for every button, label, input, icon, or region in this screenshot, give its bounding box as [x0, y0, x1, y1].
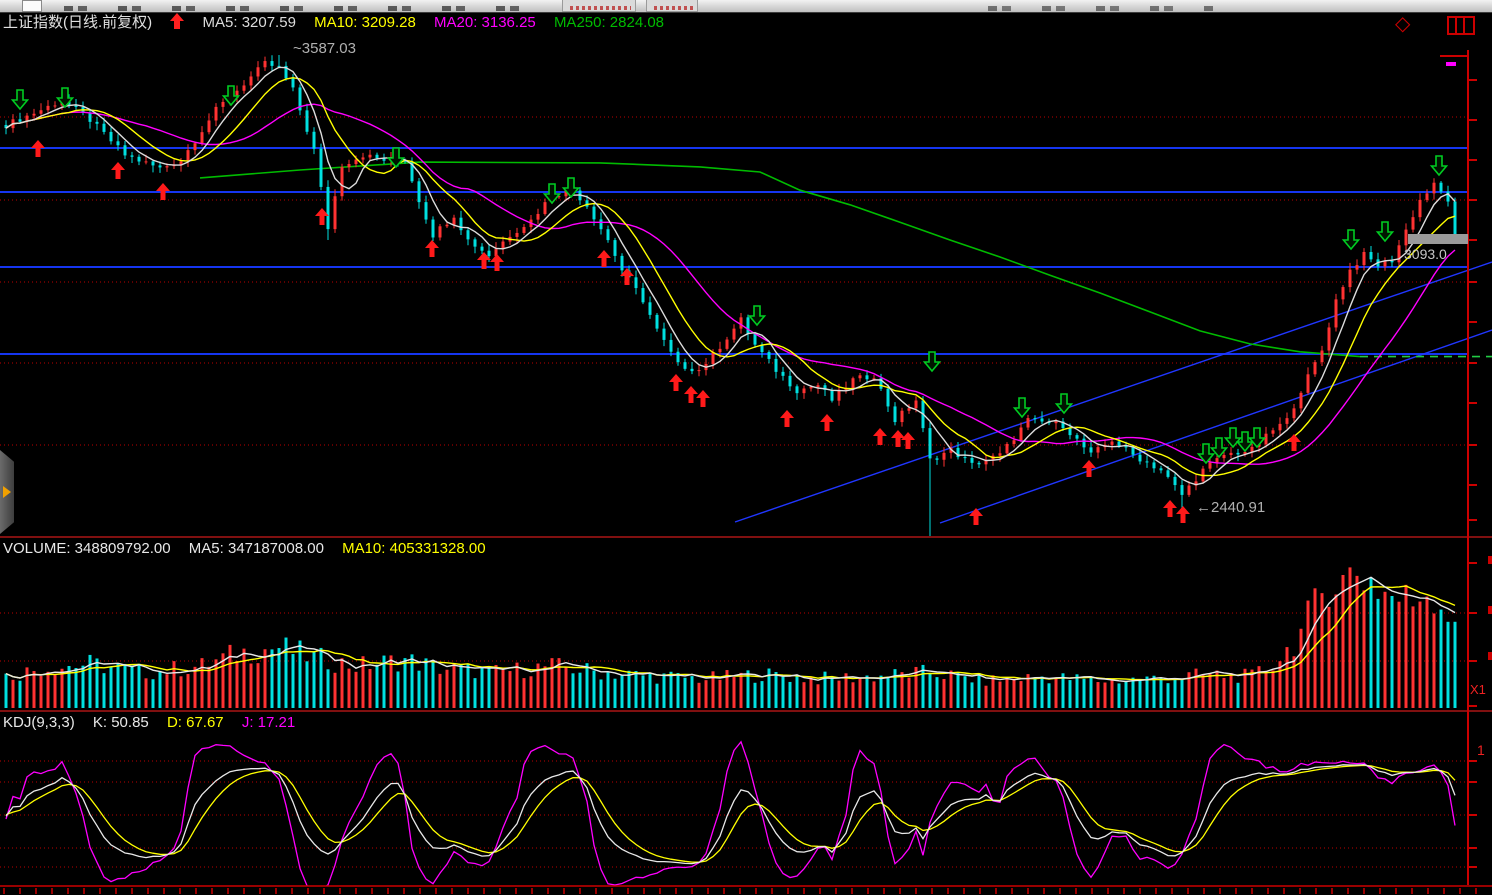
menu-bar[interactable]: [0, 0, 1492, 13]
volume-pane-header: VOLUME: 348809792.00 MA5: 347187008.00 M…: [3, 539, 500, 558]
split-window-icon[interactable]: [1447, 16, 1475, 35]
kdj-pane-header: KDJ(9,3,3) K: 50.85 D: 67.67 J: 17.21: [3, 713, 309, 732]
expand-arrow-icon: [3, 486, 11, 498]
ma10-value: MA10: 3209.28: [314, 14, 416, 31]
trend-up-arrow-icon: [170, 13, 185, 29]
menu-button-2-text: [651, 6, 693, 10]
main-pane-header: 上证指数(日线.前复权) MA5: 3207.59 MA10: 3209.28 …: [3, 13, 678, 32]
low-price-annotation: ←2440.91: [1196, 499, 1266, 516]
volume-ma10-value: MA10: 405331328.00: [342, 540, 486, 557]
last-price-marker: [1408, 234, 1468, 244]
sidebar-expand-handle[interactable]: [0, 450, 14, 534]
kdj-d-value: D: 67.67: [166, 714, 224, 731]
kdj-name: KDJ(9,3,3): [3, 714, 75, 731]
menu-items-truncated[interactable]: [64, 6, 544, 11]
highlight-dash-icon: [1446, 62, 1456, 66]
kdj-j-value: J: 17.21: [241, 714, 296, 731]
kdj-axis-label: 1: [1477, 742, 1485, 758]
menu-button-1[interactable]: [562, 0, 636, 12]
volume-axis-label: X1: [1470, 682, 1486, 697]
menu-button-1-text: [567, 6, 631, 10]
ma250-value: MA250: 2824.08: [553, 14, 665, 31]
document-icon[interactable]: [22, 0, 42, 12]
peak-price-annotation: ~3587.03: [293, 40, 356, 57]
diamond-icon[interactable]: ◇: [1395, 13, 1411, 35]
volume-value: VOLUME: 348809792.00: [3, 540, 171, 557]
symbol-title: 上证指数(日线.前复权): [3, 14, 153, 31]
ma5-value: MA5: 3207.59: [202, 14, 296, 31]
ma20-value: MA20: 3136.25: [434, 14, 536, 31]
menu-button-2[interactable]: [646, 0, 698, 12]
menu-right-text-truncated: [988, 6, 1213, 11]
last-price-label: 3093.0: [1404, 246, 1447, 262]
kdj-k-value: K: 50.85: [92, 714, 149, 731]
volume-ma5-value: MA5: 347187008.00: [188, 540, 324, 557]
